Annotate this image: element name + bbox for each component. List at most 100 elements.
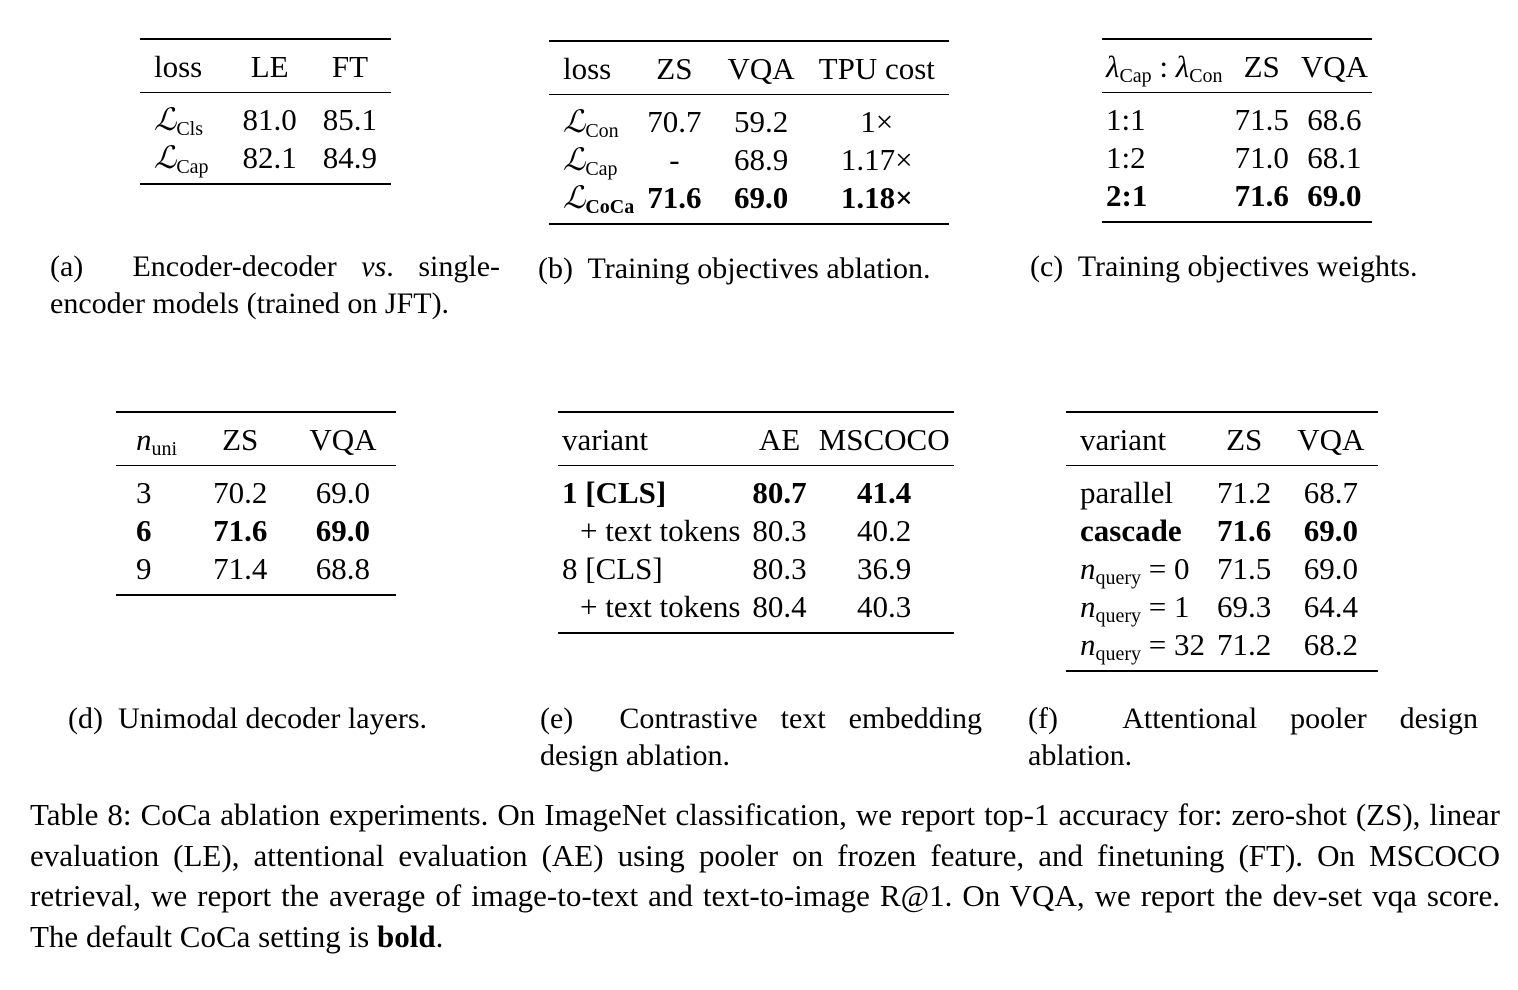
table-b-header-loss: loss [549, 40, 642, 95]
caption-c-label: (c) [1030, 250, 1064, 283]
table-e-cell-ae: 80.3 [752, 551, 807, 586]
table-e-cell-variant: 1 [CLS] [558, 465, 747, 512]
table-f-cell-zs: 71.5 [1217, 551, 1272, 586]
table-b-cell-tpu: 1.18× [812, 179, 949, 225]
table-b-cell-tpu: 1× [812, 94, 949, 141]
table-c: λCap : λCon ZS VQA 1:1 71.5 68.6 1:2 71.… [1102, 38, 1372, 223]
caption-e-label: (e) [540, 702, 574, 735]
caption-c: (c) Training objectives weights. [1030, 248, 1490, 285]
table-c-cell-ratio: 1:2 [1106, 140, 1146, 175]
table-b-cell-vqa: 69.0 [721, 179, 813, 225]
caption-e-text: Contrastive text embedding design ablati… [540, 702, 982, 772]
table-c-cell-zs: 71.5 [1228, 92, 1295, 139]
caption-a: (a) Encoder-decoder vs. single-encoder m… [50, 248, 500, 322]
table-e-cell-variant: 8 [CLS] [562, 551, 663, 586]
table-d-cell-n: 3 [116, 465, 208, 512]
table-c-header-zs: ZS [1228, 38, 1295, 93]
table-a-header-loss: loss [140, 38, 215, 93]
table-d-cell-zs: 70.2 [207, 465, 304, 512]
table-b-cell-tpu: 1.17× [840, 142, 913, 177]
caption-c-text: Training objectives weights. [1077, 250, 1418, 283]
table-f: variant ZS VQA parallel 71.2 68.7 cascad… [1066, 411, 1379, 672]
table-c-cell-zs: 71.0 [1234, 140, 1289, 175]
table-d: nuni ZS VQA 3 70.2 69.0 6 71.6 69.0 9 71… [116, 411, 397, 596]
caption-b-label: (b) [538, 252, 573, 285]
table-e-cell-ae: 80.7 [746, 465, 813, 512]
table-c-header-ratio: λCap : λCon [1102, 38, 1229, 93]
table-caption: Table 8: CoCa ablation experiments. On I… [30, 795, 1500, 957]
table-a-cell-le: 81.0 [214, 92, 303, 139]
table-f-cell-variant: parallel [1066, 465, 1212, 512]
table-f-cell-vqa: 69.0 [1303, 551, 1358, 586]
table-f-cell-zs: 71.2 [1211, 465, 1292, 512]
table-f-cell-vqa: 64.4 [1303, 589, 1358, 624]
table-e-cell-ae: 80.4 [746, 588, 813, 634]
table-b-cell-vqa: 59.2 [721, 94, 813, 141]
table-f-cell-vqa: 68.2 [1291, 626, 1379, 672]
table-b-cell-vqa: 68.9 [733, 142, 789, 177]
table-f-cell-zs: 71.6 [1217, 513, 1272, 548]
table-a: loss LE FT ℒCls 81.0 85.1 ℒCap 82.1 84.9 [140, 38, 392, 185]
table-a-cell-loss: ℒCap [140, 139, 215, 185]
table-f-cell-vqa: 68.7 [1291, 465, 1379, 512]
table-b-cell-zs: 71.6 [641, 179, 722, 225]
table-d-cell-n: 6 [136, 513, 152, 548]
table-d-cell-n: 9 [116, 550, 208, 596]
table-b-cell-zs: 70.7 [641, 94, 722, 141]
table-e-cell-variant: + text tokens [580, 513, 741, 548]
table-f-header-zs: ZS [1211, 411, 1292, 466]
caption-a-text: Encoder-decoder vs. single-encoder model… [50, 250, 500, 320]
table-d-header-zs: ZS [207, 411, 304, 466]
caption-f-label: (f) [1028, 702, 1058, 735]
table-d-cell-vqa: 68.8 [303, 550, 397, 596]
table-e: variant AE MSCOCO 1 [CLS] 80.7 41.4 + te… [558, 411, 954, 634]
table-f-cell-zs: 71.2 [1211, 626, 1292, 672]
caption-f-text: Attentional pooler design ablation. [1028, 702, 1478, 772]
table-e-cell-mscoco: 36.9 [857, 551, 912, 586]
table-a-cell-le: 82.1 [214, 139, 303, 185]
table-c-cell-ratio: 2:1 [1102, 177, 1229, 223]
table-d-cell-vqa: 69.0 [303, 465, 397, 512]
table-d-header-vqa: VQA [303, 411, 397, 466]
table-e-cell-mscoco: 41.4 [812, 465, 954, 512]
table-caption-text: Table 8: CoCa ablation experiments. On I… [30, 797, 1500, 954]
table-c-cell-zs: 71.6 [1228, 177, 1295, 223]
table-e-header-ae: AE [746, 411, 813, 466]
table-a-header-le: LE [214, 38, 303, 93]
table-e-cell-mscoco: 40.2 [857, 513, 912, 548]
table-f-cell-vqa: 69.0 [1303, 513, 1358, 548]
table-e-cell-variant: + text tokens [558, 588, 747, 634]
table-d-header-n: nuni [116, 411, 208, 466]
caption-f: (f) Attentional pooler design ablation. [1028, 700, 1478, 774]
caption-a-label: (a) [50, 250, 84, 283]
table-caption-period: . [435, 918, 444, 954]
table-e-header-mscoco: MSCOCO [812, 411, 954, 466]
table-b-header-vqa: VQA [721, 40, 813, 95]
caption-e: (e) Contrastive text embedding design ab… [540, 700, 982, 774]
table-c-cell-ratio: 1:1 [1102, 92, 1229, 139]
table-f-header-vqa: VQA [1291, 411, 1379, 466]
table-c-cell-vqa: 69.0 [1294, 177, 1372, 223]
table-f-cell-variant: cascade [1080, 513, 1182, 548]
table-f-header-variant: variant [1066, 411, 1212, 466]
table-a-cell-ft: 85.1 [302, 92, 392, 139]
table-a-header-ft: FT [302, 38, 392, 93]
table-caption-bold: bold [376, 918, 436, 954]
table-b-header-tpu: TPU cost [812, 40, 949, 95]
table-d-cell-zs: 71.4 [207, 550, 304, 596]
table-e-header-variant: variant [558, 411, 747, 466]
table-a-cell-ft: 84.9 [302, 139, 392, 185]
table-c-cell-vqa: 68.6 [1294, 92, 1372, 139]
table-d-cell-vqa: 69.0 [315, 513, 371, 548]
table-f-cell-variant: nquery = 0 [1080, 551, 1190, 589]
caption-b-text: Training objectives ablation. [587, 252, 931, 285]
table-f-cell-zs: 69.3 [1217, 589, 1272, 624]
table-c-header-vqa: VQA [1294, 38, 1372, 93]
table-f-cell-variant: nquery = 32 [1066, 626, 1212, 672]
table-b-cell-loss: ℒCoCa [549, 179, 642, 225]
table-b: loss ZS VQA TPU cost ℒCon 70.7 59.2 1× ℒ… [549, 40, 949, 225]
caption-d-text: Unimodal decoder layers. [117, 702, 428, 735]
table-b-cell-zs: - [669, 142, 680, 177]
table-b-cell-loss: ℒCap [563, 142, 618, 180]
table-e-cell-mscoco: 40.3 [812, 588, 954, 634]
